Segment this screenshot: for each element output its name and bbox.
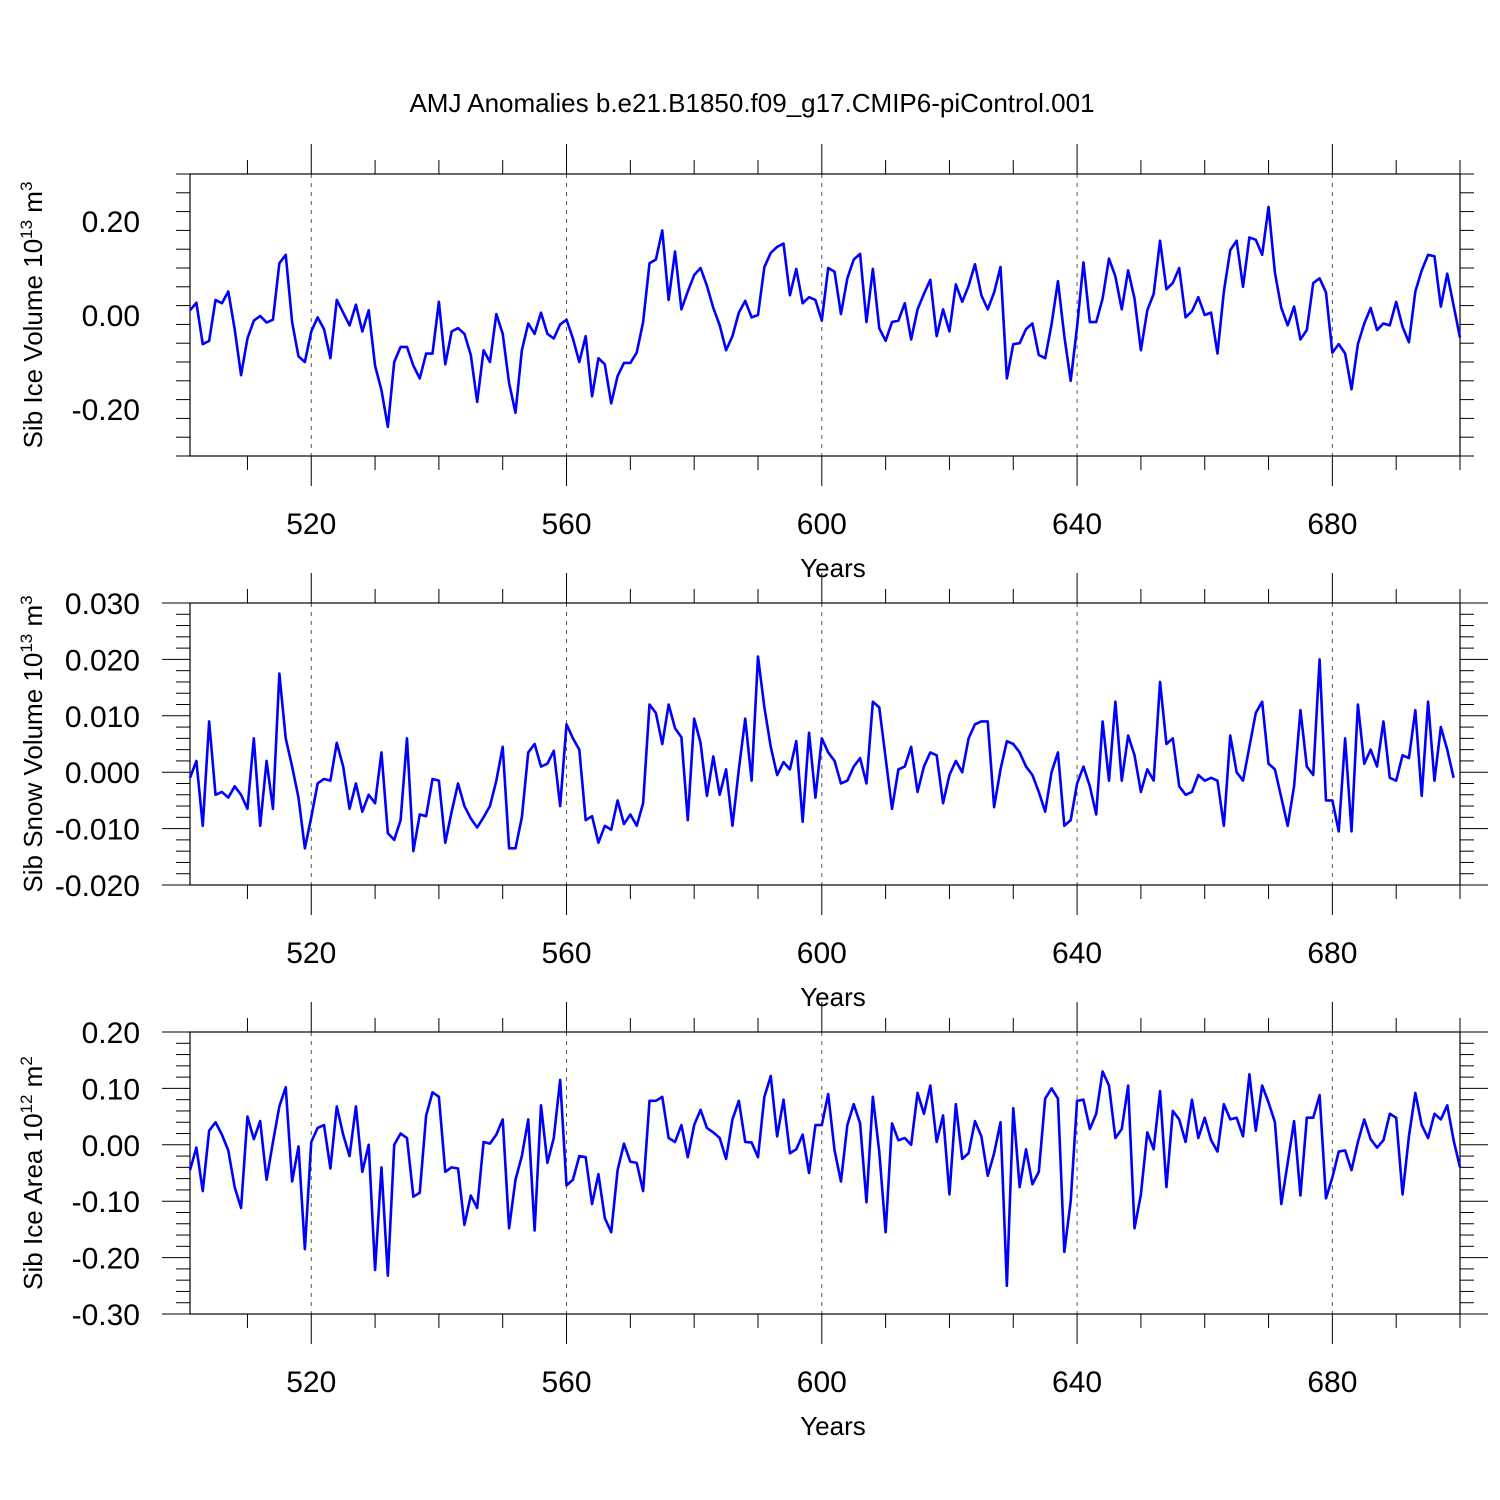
series-line [188, 655, 1455, 853]
x-tick-label: 640 [1052, 508, 1102, 541]
plot-frame [189, 173, 1461, 457]
x-tick-label: 600 [797, 1366, 847, 1399]
y-axis-label: Sib Snow Volume 1013 m3 [17, 595, 48, 892]
y-tick-label: 0.20 [82, 206, 140, 239]
plot-frame [189, 1031, 1461, 1315]
plot-frame [189, 602, 1461, 886]
y-tick-label: -0.010 [55, 814, 140, 847]
x-axis-label: Years [800, 553, 866, 583]
y-tick-label: -0.20 [72, 394, 140, 427]
y-tick-label: -0.20 [72, 1243, 140, 1276]
x-tick-label: 680 [1307, 937, 1357, 970]
chart-panel-3: 520 560 600 640 680 -0.30 -0.20 -0.10 0.00 0.10 0.… [17, 1002, 1488, 1441]
x-tick-label: 520 [286, 937, 336, 970]
x-tick-label: 680 [1307, 508, 1357, 541]
y-tick-label: 0.020 [65, 644, 140, 677]
y-tick-label: 0.030 [65, 588, 140, 621]
y-tick-label: 0.00 [82, 1130, 140, 1163]
x-tick-label: 560 [542, 1366, 592, 1399]
y-tick-label: 0.10 [82, 1073, 140, 1106]
x-tick-label: 560 [542, 937, 592, 970]
panels: 520 560 600 640 680 -0.20 0.00 0.20 Years Sib Ice… [17, 144, 1488, 1441]
series-line [188, 1070, 1462, 1288]
y-tick-label: 0.000 [65, 757, 140, 790]
figure-title: AMJ Anomalies b.e21.B1850.f09_g17.CMIP6-… [409, 88, 1094, 118]
chart-panel-1: 520 560 600 640 680 -0.20 0.00 0.20 Years Sib Ice… [17, 144, 1474, 583]
y-axis-label: Sib Ice Volume 1013 m3 [17, 182, 48, 449]
y-tick-label: 0.010 [65, 701, 140, 734]
x-axis-label: Years [800, 1411, 866, 1441]
x-tick-label: 640 [1052, 1366, 1102, 1399]
y-tick-label: -0.020 [55, 870, 140, 903]
x-tick-label: 600 [797, 937, 847, 970]
x-tick-label: 600 [797, 508, 847, 541]
y-tick-label: 0.20 [82, 1017, 140, 1050]
y-tick-label: -0.30 [72, 1299, 140, 1332]
x-tick-label: 680 [1307, 1366, 1357, 1399]
y-tick-label: -0.10 [72, 1186, 140, 1219]
x-tick-label: 560 [542, 508, 592, 541]
chart-panel-2: 520 560 600 640 680 -0.020 -0.010 0.000 0.010 0.0… [17, 573, 1488, 1012]
series-line [189, 205, 1462, 429]
x-axis-label: Years [800, 982, 866, 1012]
y-axis-label: Sib Ice Area 1012 m2 [17, 1056, 48, 1290]
x-tick-label: 520 [286, 1366, 336, 1399]
y-tick-label: 0.00 [82, 300, 140, 333]
x-tick-label: 520 [286, 508, 336, 541]
x-tick-label: 640 [1052, 937, 1102, 970]
